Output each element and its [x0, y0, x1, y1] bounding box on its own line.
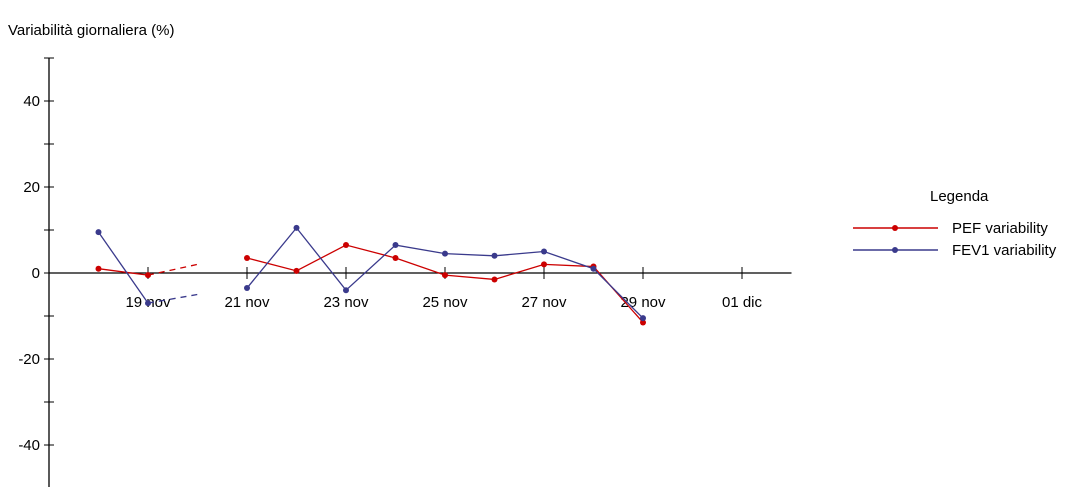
- data-point: [541, 261, 547, 267]
- data-point: [244, 255, 250, 261]
- x-tick-label: 01 dic: [722, 294, 763, 311]
- x-tick-label: 21 nov: [224, 294, 270, 311]
- series-line: [99, 269, 149, 275]
- data-point: [591, 266, 597, 272]
- x-tick-label: 23 nov: [323, 294, 369, 311]
- legend-title: Legenda: [930, 188, 989, 205]
- data-point: [145, 300, 151, 306]
- data-point: [640, 315, 646, 321]
- x-tick-label: 27 nov: [521, 294, 567, 311]
- legend-swatch-marker: [892, 247, 898, 253]
- legend-label: PEF variability: [952, 220, 1048, 237]
- data-point: [393, 242, 399, 248]
- legend-swatch-marker: [892, 225, 898, 231]
- data-point: [492, 276, 498, 282]
- data-point: [96, 266, 102, 272]
- data-point: [393, 255, 399, 261]
- data-point: [244, 285, 250, 291]
- series-1: [96, 242, 647, 325]
- legend-item-2: FEV1 variability: [853, 242, 1057, 259]
- data-point: [343, 242, 349, 248]
- legend: Legenda PEF variability FEV1 variability: [853, 188, 1057, 259]
- legend-item-1: PEF variability: [853, 220, 1048, 237]
- data-point: [145, 272, 151, 278]
- data-point: [343, 287, 349, 293]
- data-point: [96, 229, 102, 235]
- data-point: [294, 268, 300, 274]
- data-point: [294, 225, 300, 231]
- chart-title: Variabilità giornaliera (%): [8, 22, 174, 39]
- data-point: [492, 253, 498, 259]
- legend-label: FEV1 variability: [952, 242, 1057, 259]
- y-tick-label: 40: [23, 93, 40, 110]
- series-line: [99, 232, 149, 303]
- x-tick-label: 25 nov: [422, 294, 468, 311]
- data-point: [541, 249, 547, 255]
- y-tick-label: -20: [18, 351, 40, 368]
- y-tick-label: 0: [32, 265, 40, 282]
- y-tick-label: 20: [23, 179, 40, 196]
- data-point: [442, 251, 448, 257]
- data-point: [442, 272, 448, 278]
- y-tick-label: -40: [18, 437, 40, 454]
